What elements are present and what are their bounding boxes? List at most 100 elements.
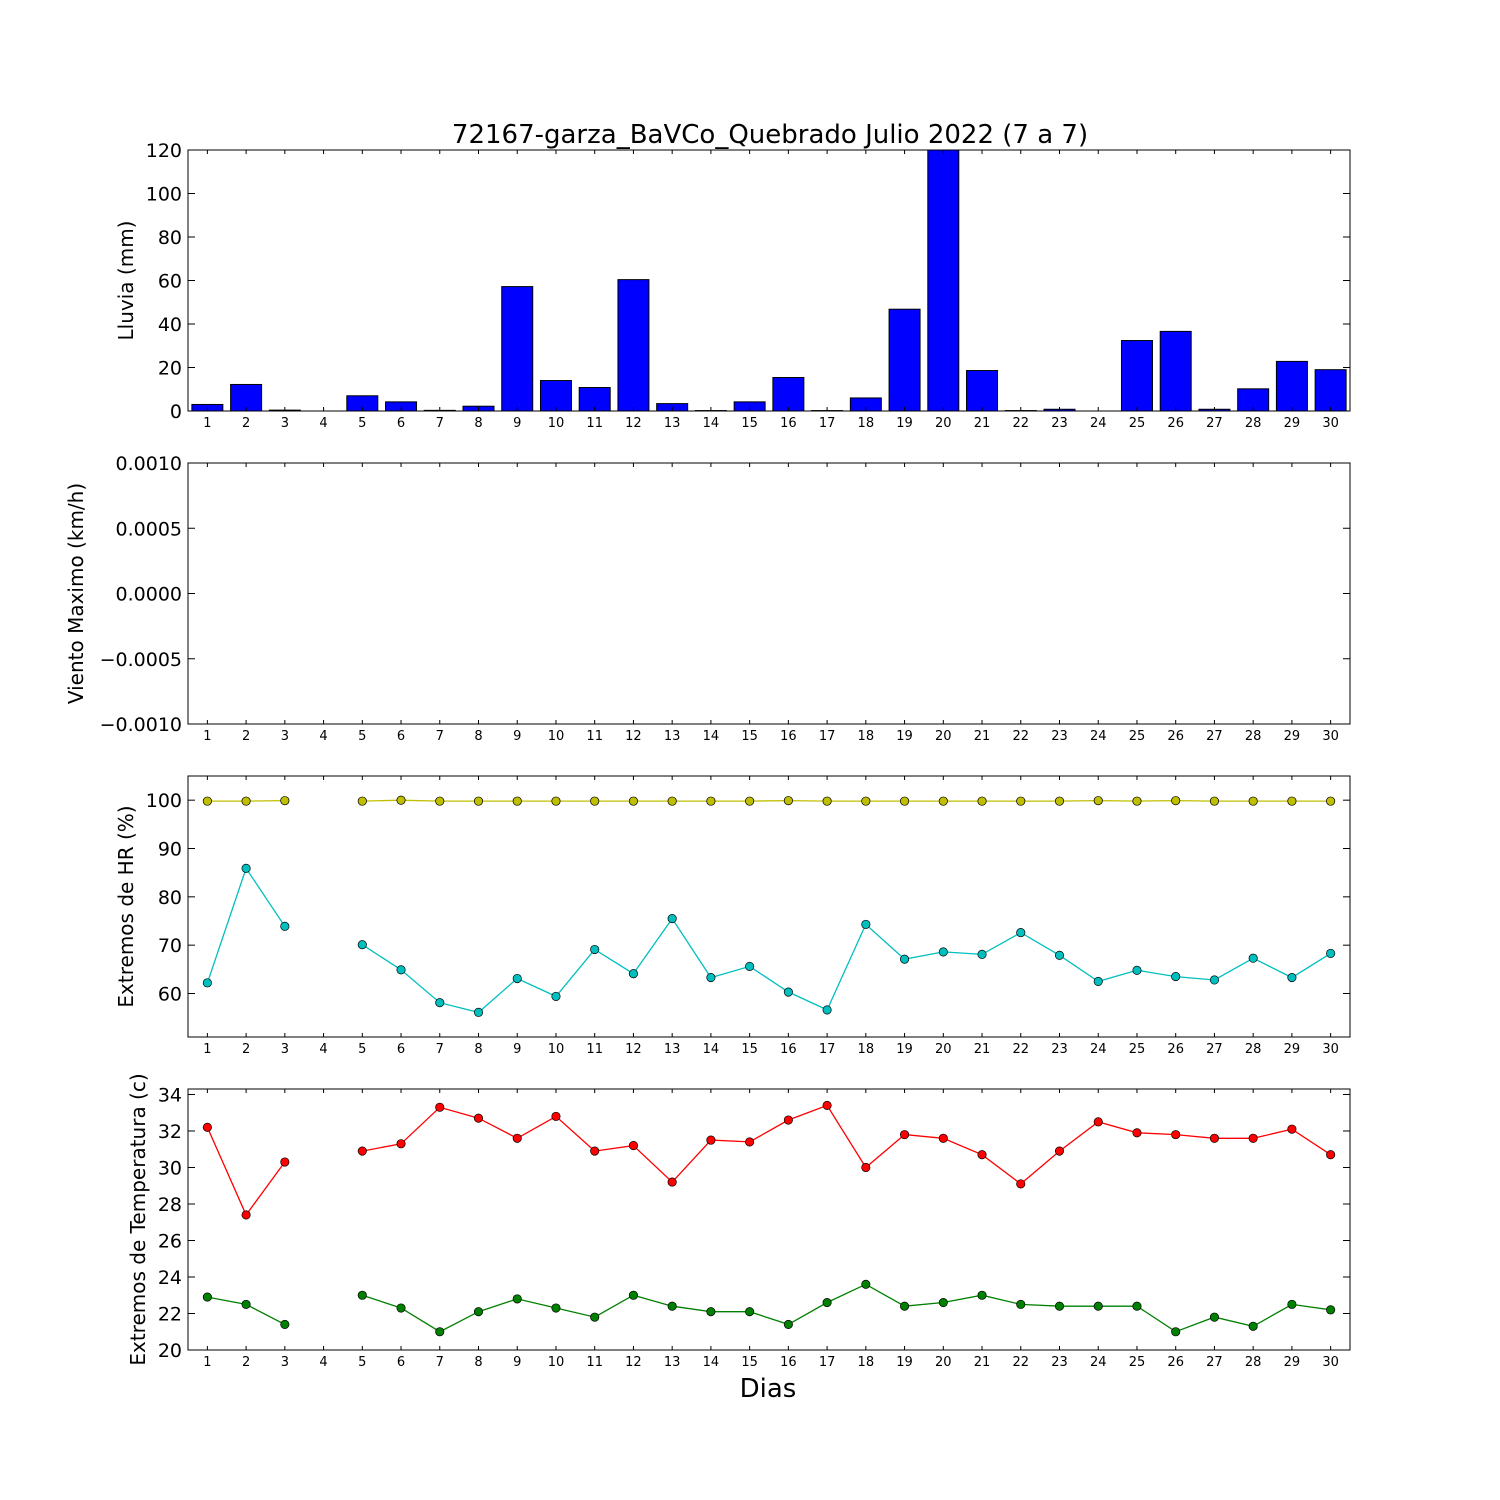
series-1-point-day-20 [938,1133,948,1143]
x-tick-label: 29 [1284,416,1301,431]
panel-2: 1 2 3 4 5 6 7 8 9 10 11 12 13 14 15 16 17 18 19 20 21 22 23 24 2… [64,453,1351,744]
y-tick-label: 90 [158,839,182,861]
series-2-point-day-23 [1054,950,1065,960]
series-2-point-day-26 [1171,972,1181,982]
series-2-point-day-26 [1171,1327,1181,1337]
series-1-point-day-2 [241,796,251,806]
series-1-point-day-29 [1287,1124,1297,1134]
y-tick-label: 100 [146,184,182,206]
x-tick-label: 26 [1167,1355,1184,1370]
x-tick-label: 18 [858,729,875,744]
x-tick-label: 19 [896,729,913,744]
x-tick-label: 17 [819,1042,836,1057]
x-tick-label: 6 [397,416,405,431]
x-tick-label: 5 [358,729,366,744]
series-2-point-day-17 [822,1297,832,1308]
series-2-point-day-10 [551,1303,561,1313]
x-tick-label: 25 [1129,729,1146,744]
x-tick-label: 13 [664,729,681,744]
series-2-point-day-6 [396,965,406,975]
series-2-point-day-3 [280,1319,290,1329]
x-tick-label: 16 [780,1042,797,1057]
panel-1: 1 2 3 4 5 6 7 8 9 10 11 12 13 14 15 16 17 18 19 20 21 22 23 24 2… [114,140,1351,431]
x-tick-label: 2 [242,729,250,744]
series-1-point-day-14 [706,796,716,806]
y-tick-label: 32 [158,1121,182,1143]
x-tick-label: 19 [896,416,913,431]
y-tick-label: 70 [158,935,182,957]
x-tick-label: 15 [741,1042,758,1057]
series-2-point-day-8 [473,1307,484,1317]
series-2-point-day-16 [783,987,793,997]
series-2-point-day-24 [1093,976,1103,986]
series-2-point-day-22 [1016,928,1026,938]
series-2-point-day-18 [861,919,871,929]
series-2-point-day-13 [667,914,677,924]
series-1-point-day-23 [1054,796,1065,806]
panels: 1 2 3 4 5 6 7 8 9 10 11 12 13 14 15 16 17 18 19 20 21 22 23 24 2… [64,140,1351,1370]
x-tick-label: 4 [319,1042,327,1057]
series-2-point-day-23 [1054,1301,1065,1311]
bar-day-19 [888,308,921,412]
series-2-point-day-1 [202,1292,212,1302]
series-2-point-day-25 [1132,965,1142,975]
x-tick-label: 25 [1129,1355,1146,1370]
x-tick-label: 21 [974,416,991,431]
x-tick-label: 7 [436,416,444,431]
series-2-point-day-18 [861,1279,871,1289]
x-tick-label: 6 [397,1042,405,1057]
x-tick-label: 3 [281,1355,289,1370]
series-2-point-day-12 [628,969,638,979]
x-tick-label: 17 [819,416,836,431]
y-tick-label: 60 [158,984,182,1006]
series-1-point-day-10 [551,796,561,806]
x-tick-label: 12 [625,416,642,431]
series-2-point-day-13 [667,1301,677,1311]
x-tick-label: 1 [203,1042,211,1057]
series-2-point-day-9 [512,1294,522,1304]
x-tick-label: 20 [935,1042,952,1057]
x-tick-label: 30 [1322,1042,1339,1057]
series-2-point-day-10 [551,991,561,1001]
x-tick-label: 20 [935,1355,952,1370]
x-tick-label: 23 [1051,1042,1068,1057]
series-2-point-day-29 [1287,1299,1297,1309]
x-tick-label: 28 [1245,729,1262,744]
x-tick-label: 13 [664,1042,681,1057]
x-tick-label: 26 [1167,729,1184,744]
series-1-point-day-7 [435,796,445,806]
x-tick-label: 2 [242,416,250,431]
series-2-point-day-27 [1209,975,1219,985]
series-1-point-day-5 [357,796,367,806]
x-tick-label: 26 [1167,1042,1184,1057]
x-tick-label: 7 [436,1355,444,1370]
x-tick-label: 13 [664,416,681,431]
bar-day-21 [966,370,999,412]
y-tick-label: 22 [158,1303,182,1325]
x-tick-label: 16 [780,1355,797,1370]
x-tick-label: 9 [513,1042,521,1057]
x-tick-label: 8 [474,1355,482,1370]
x-tick-label: 3 [281,1042,289,1057]
x-tick-label: 7 [436,1042,444,1057]
series-1-point-day-20 [938,796,948,806]
x-tick-label: 29 [1284,1355,1301,1370]
series-2-point-day-21 [977,949,987,959]
series-2-point-day-20 [938,947,948,957]
x-tick-label: 29 [1284,1042,1301,1057]
x-tick-label: 5 [358,1355,366,1370]
series-2-point-day-14 [706,1307,716,1317]
x-tick-label: 29 [1284,729,1301,744]
x-tick-label: 19 [896,1042,913,1057]
series-1-point-day-24 [1093,1117,1103,1127]
x-tick-label: 1 [203,416,211,431]
bar-day-2 [230,383,263,412]
series-1-point-day-9 [512,796,522,806]
x-tick-label: 3 [281,416,289,431]
x-tick-label: 24 [1090,729,1107,744]
x-tick-label: 15 [741,1355,758,1370]
x-tick-label: 13 [664,1355,681,1370]
x-tick-label: 16 [780,729,797,744]
series-2-point-day-7 [435,1327,445,1337]
y-axis-label: Lluvia (mm) [114,221,138,341]
